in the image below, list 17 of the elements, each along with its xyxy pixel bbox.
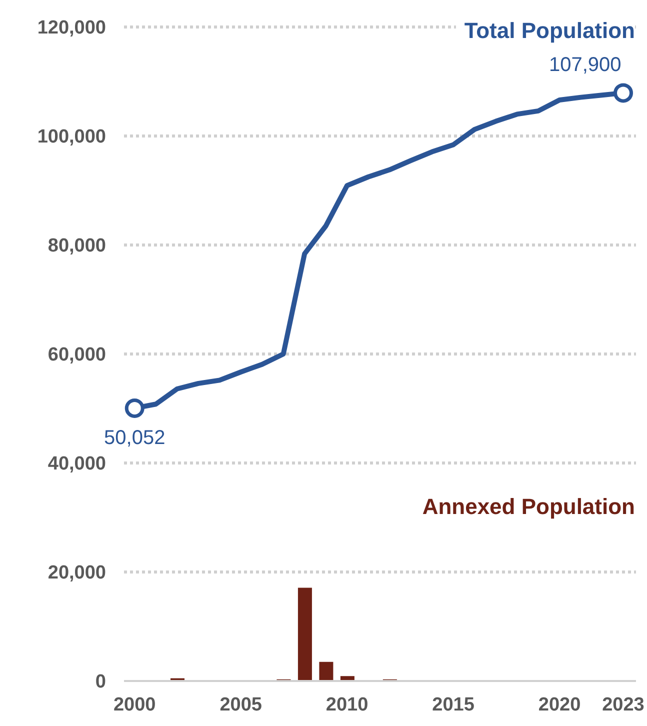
- x-tick-label: 2010: [326, 694, 368, 716]
- y-tick-label: 20,000: [48, 562, 106, 584]
- y-tick-label: 40,000: [48, 454, 106, 475]
- text: Annexed Population: [414, 494, 635, 520]
- x-tick-label: 2015: [432, 694, 475, 716]
- x-tick-label: 2023: [602, 694, 644, 716]
- y-tick-label: 0: [95, 672, 106, 693]
- y-tick-label: 100,000: [37, 126, 106, 148]
- x-tick-label: 2000: [113, 694, 156, 716]
- y-tick-label: 120,000: [37, 18, 106, 39]
- x-tick-label: 2020: [538, 694, 581, 716]
- y-tick-label: 80,000: [48, 236, 106, 257]
- data-label: 107,900: [548, 54, 622, 76]
- x-tick-label: 2005: [220, 694, 262, 716]
- series-label: Total Population: [456, 18, 635, 44]
- y-tick-label: 60,000: [48, 344, 106, 366]
- data-label: 50,052: [104, 427, 166, 450]
